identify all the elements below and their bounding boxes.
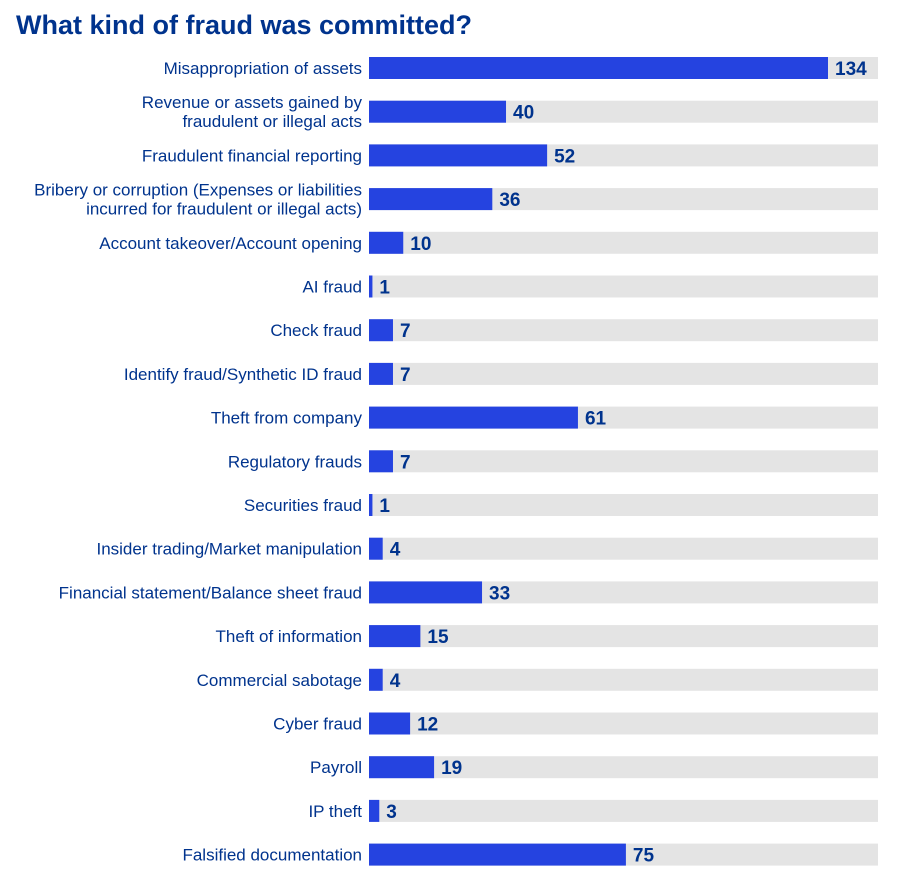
bar-value-label: 40	[513, 103, 534, 124]
bar	[369, 668, 383, 691]
bar-track	[369, 231, 878, 254]
bar-track	[369, 756, 878, 779]
bar-value-label: 33	[489, 583, 510, 604]
bar	[369, 537, 383, 560]
category-label: fraudulent or illegal acts	[182, 112, 362, 131]
bar-value-label: 1	[379, 496, 390, 517]
bar-value-label: 15	[427, 627, 449, 648]
category-label: Regulatory frauds	[228, 452, 362, 471]
bar-value-label: 134	[835, 59, 867, 80]
bar	[369, 100, 507, 123]
bar-value-label: 19	[441, 758, 462, 779]
category-label: Bribery or corruption (Expenses or liabi…	[34, 181, 362, 200]
bar-value-label: 36	[499, 190, 520, 211]
category-label: Insider trading/Market manipulation	[96, 540, 362, 559]
bar-track	[369, 668, 878, 691]
bar-track	[369, 275, 878, 298]
category-label: Check fraud	[270, 321, 362, 340]
category-label: Theft from company	[211, 409, 363, 428]
chart-title: What kind of fraud was committed?	[16, 10, 473, 40]
bar	[369, 362, 393, 385]
bar-value-label: 10	[410, 234, 431, 255]
bar-track	[369, 362, 878, 385]
bar	[369, 144, 548, 167]
category-label: Fraudulent financial reporting	[142, 146, 362, 165]
bar	[369, 625, 421, 648]
bar	[369, 712, 411, 735]
bar-track	[369, 494, 878, 516]
bar-track	[369, 581, 878, 604]
bar-track	[369, 450, 878, 473]
bar-value-label: 4	[390, 540, 401, 561]
bar-track	[369, 799, 878, 822]
category-label: Revenue or assets gained by	[142, 93, 363, 112]
bar	[369, 450, 393, 473]
bar	[369, 581, 483, 604]
category-label: IP theft	[308, 802, 362, 821]
category-label: Account takeover/Account opening	[99, 234, 362, 253]
category-label: Theft of information	[216, 627, 362, 646]
bar	[369, 494, 373, 516]
bar-value-label: 7	[400, 452, 411, 473]
bar	[369, 188, 493, 211]
bar-value-label: 75	[633, 846, 655, 867]
bar	[369, 799, 380, 822]
bar-track	[369, 188, 878, 211]
bar-value-label: 52	[554, 146, 575, 167]
bar-track	[369, 625, 878, 648]
bar	[369, 843, 626, 866]
bar	[369, 57, 828, 79]
bar-value-label: 61	[585, 409, 607, 430]
category-label: Misappropriation of assets	[164, 59, 362, 78]
bar-value-label: 3	[386, 802, 397, 823]
bar-value-label: 1	[379, 278, 390, 299]
bar-value-label: 7	[400, 365, 411, 386]
category-label: Financial statement/Balance sheet fraud	[59, 583, 362, 602]
bar-value-label: 7	[400, 321, 411, 342]
bar-track	[369, 712, 878, 735]
category-label: incurred for fraudulent or illegal acts)	[86, 200, 362, 219]
bar-track	[369, 319, 878, 342]
bar	[369, 275, 373, 298]
category-label: Securities fraud	[244, 496, 362, 515]
category-label: Cyber fraud	[273, 715, 362, 734]
category-label: Falsified documentation	[182, 846, 362, 865]
category-label: Payroll	[310, 758, 362, 777]
category-label: AI fraud	[302, 278, 362, 297]
bar	[369, 406, 578, 429]
category-label: Commercial sabotage	[197, 671, 362, 690]
bar-track	[369, 537, 878, 560]
bar-value-label: 12	[417, 715, 438, 736]
bar	[369, 756, 435, 779]
bar-value-label: 4	[390, 671, 401, 692]
category-label: Identify fraud/Synthetic ID fraud	[124, 365, 362, 384]
bar	[369, 231, 404, 254]
bar	[369, 319, 393, 342]
